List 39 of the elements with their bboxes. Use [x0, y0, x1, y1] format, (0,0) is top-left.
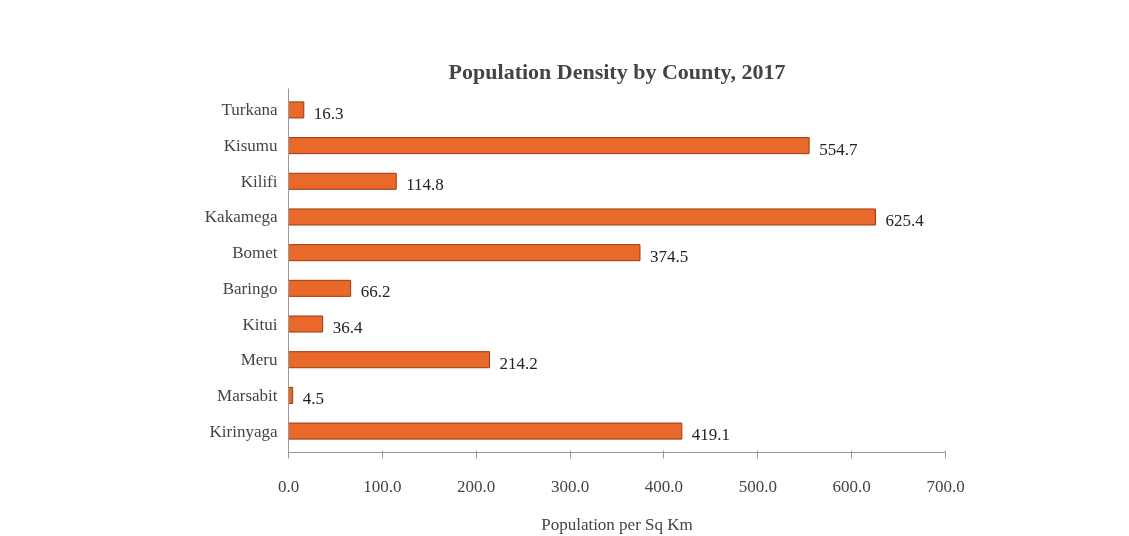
bar [288, 279, 352, 297]
x-axis-title: Population per Sq Km [541, 514, 693, 534]
bar [288, 208, 876, 226]
y-tick-label: Kitui [242, 314, 278, 334]
y-tick-label: Kirinyaga [209, 421, 278, 441]
y-tick-label: Kilifi [240, 171, 278, 191]
y-tick-label: Turkana [221, 100, 278, 120]
bar [288, 351, 491, 369]
data-label: 66.2 [360, 282, 391, 302]
data-label: 374.5 [649, 246, 689, 266]
y-tick-label: Bomet [232, 243, 278, 263]
y-tick-label: Meru [240, 350, 278, 370]
x-tick-label: 100.0 [363, 476, 402, 496]
bar [288, 101, 305, 119]
y-tick-label: Kisumu [223, 136, 278, 156]
x-tick-label: 400.0 [644, 476, 684, 496]
x-tick-label: 200.0 [457, 476, 496, 496]
chart-title: Population Density by County, 2017 [448, 58, 786, 84]
data-label: 36.4 [332, 318, 363, 338]
x-tick-label: 700.0 [926, 476, 965, 496]
data-label: 214.2 [499, 353, 538, 373]
bar [288, 244, 641, 262]
data-label: 16.3 [313, 103, 344, 123]
data-label: 625.4 [885, 210, 925, 230]
bar [288, 172, 397, 190]
y-tick-label: Kakamega [204, 207, 278, 227]
data-label: 4.5 [302, 389, 324, 409]
data-label: 419.1 [691, 425, 731, 445]
x-tick-label: 500.0 [738, 476, 777, 496]
y-tick-label: Baringo [222, 278, 278, 298]
data-label: 554.7 [819, 139, 858, 159]
bar [288, 137, 810, 155]
y-tick-label: Marsabit [217, 385, 278, 405]
bar [288, 315, 324, 333]
x-tick-label: 300.0 [550, 476, 590, 496]
data-label: 114.8 [406, 175, 444, 195]
bar [288, 422, 683, 440]
x-tick-label: 600.0 [832, 476, 871, 496]
x-tick-label: 0.0 [277, 476, 300, 496]
